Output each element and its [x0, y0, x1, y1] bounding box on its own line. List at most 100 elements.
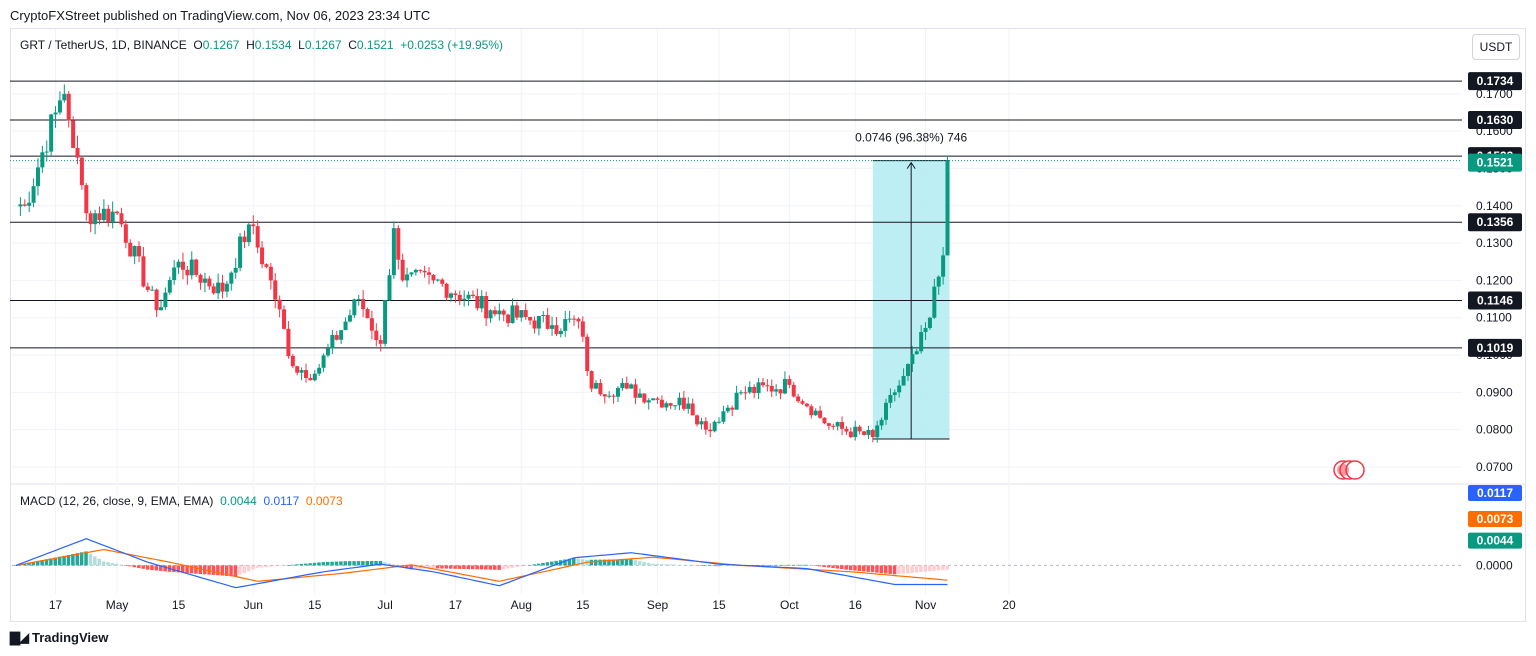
- candle-body[interactable]: [488, 310, 493, 319]
- candle-body[interactable]: [497, 310, 502, 315]
- candle-body[interactable]: [374, 330, 379, 341]
- candle-body[interactable]: [53, 112, 58, 115]
- candle-body[interactable]: [128, 242, 133, 257]
- candle-body[interactable]: [589, 371, 594, 389]
- candle-body[interactable]: [651, 398, 656, 401]
- candle-body[interactable]: [369, 318, 374, 331]
- candle-body[interactable]: [290, 355, 295, 367]
- candle-body[interactable]: [462, 298, 467, 301]
- tradingview-logo[interactable]: ▇◢ TradingView: [10, 630, 108, 646]
- candle-body[interactable]: [884, 402, 888, 420]
- candle-body[interactable]: [361, 299, 366, 310]
- candle-body[interactable]: [633, 384, 638, 398]
- candle-body[interactable]: [84, 185, 89, 214]
- candle-body[interactable]: [840, 422, 845, 429]
- candle-body[interactable]: [286, 328, 291, 356]
- candle-body[interactable]: [211, 286, 216, 294]
- candle-body[interactable]: [466, 294, 471, 299]
- candle-body[interactable]: [567, 318, 572, 320]
- macd-title[interactable]: MACD (12, 26, close, 9, EMA, EMA): [20, 494, 214, 508]
- candle-body[interactable]: [172, 267, 177, 281]
- candle-body[interactable]: [576, 318, 581, 322]
- candle-body[interactable]: [396, 228, 401, 260]
- candle-body[interactable]: [813, 410, 818, 416]
- candle-body[interactable]: [198, 274, 203, 283]
- candle-body[interactable]: [519, 310, 524, 318]
- candle-body[interactable]: [427, 272, 432, 275]
- candle-body[interactable]: [765, 385, 770, 387]
- candle-body[interactable]: [760, 382, 765, 386]
- candle-body[interactable]: [40, 152, 45, 168]
- candle-body[interactable]: [229, 272, 234, 284]
- candle-body[interactable]: [22, 204, 27, 206]
- candle-body[interactable]: [536, 316, 541, 329]
- candle-body[interactable]: [725, 407, 730, 412]
- candle-body[interactable]: [273, 280, 278, 300]
- candle-body[interactable]: [695, 415, 700, 425]
- candle-body[interactable]: [220, 282, 225, 292]
- candle-body[interactable]: [905, 364, 910, 376]
- candle-body[interactable]: [686, 403, 691, 409]
- candle-body[interactable]: [708, 429, 713, 432]
- candle-body[interactable]: [378, 340, 383, 344]
- candle-body[interactable]: [585, 336, 590, 372]
- candle-body[interactable]: [180, 261, 185, 270]
- candle-body[interactable]: [532, 320, 537, 329]
- candle-body[interactable]: [246, 224, 251, 243]
- candle-body[interactable]: [106, 208, 111, 223]
- candle-body[interactable]: [615, 387, 620, 397]
- candle-body[interactable]: [352, 299, 357, 316]
- candle-body[interactable]: [914, 351, 919, 355]
- currency-button[interactable]: USDT: [1472, 34, 1520, 60]
- candle-body[interactable]: [769, 385, 774, 392]
- candle-body[interactable]: [334, 335, 339, 340]
- candle-body[interactable]: [308, 378, 313, 381]
- candle-body[interactable]: [558, 330, 563, 335]
- candle-body[interactable]: [923, 327, 928, 333]
- candle-body[interactable]: [18, 204, 23, 207]
- candle-body[interactable]: [514, 305, 519, 318]
- candle-body[interactable]: [897, 385, 902, 393]
- candle-body[interactable]: [835, 422, 840, 427]
- candle-body[interactable]: [405, 274, 410, 281]
- candle-body[interactable]: [391, 228, 396, 276]
- candle-body[interactable]: [347, 315, 352, 322]
- candle-body[interactable]: [75, 147, 80, 158]
- candle-body[interactable]: [317, 367, 322, 374]
- candle-body[interactable]: [875, 425, 880, 438]
- candle-body[interactable]: [277, 299, 282, 310]
- candle-body[interactable]: [822, 417, 827, 424]
- candle-body[interactable]: [752, 386, 757, 394]
- candle-body[interactable]: [150, 289, 155, 291]
- candle-body[interactable]: [163, 292, 168, 308]
- candle-body[interactable]: [492, 310, 497, 315]
- candle-body[interactable]: [927, 317, 932, 328]
- candle-body[interactable]: [580, 321, 585, 337]
- candle-body[interactable]: [677, 397, 682, 406]
- candle-body[interactable]: [159, 307, 163, 311]
- candle-body[interactable]: [673, 405, 678, 407]
- candle-body[interactable]: [484, 296, 489, 319]
- candle-body[interactable]: [251, 224, 256, 227]
- candle-body[interactable]: [756, 382, 761, 394]
- candle-body[interactable]: [475, 295, 480, 309]
- candle-body[interactable]: [115, 211, 120, 214]
- candle-body[interactable]: [295, 366, 300, 373]
- candle-body[interactable]: [202, 278, 207, 283]
- candle-body[interactable]: [57, 100, 62, 113]
- candle-body[interactable]: [400, 259, 405, 281]
- candle-body[interactable]: [137, 245, 142, 257]
- candle-body[interactable]: [901, 375, 906, 386]
- candle-body[interactable]: [189, 259, 194, 276]
- candle-body[interactable]: [321, 355, 326, 368]
- candle-body[interactable]: [659, 399, 664, 408]
- candle-body[interactable]: [343, 321, 348, 331]
- candle-body[interactable]: [154, 289, 159, 311]
- candle-body[interactable]: [35, 167, 40, 187]
- candle-body[interactable]: [224, 283, 229, 292]
- candle-body[interactable]: [387, 275, 392, 301]
- symbol-name[interactable]: GRT / TetherUS, 1D, BINANCE: [20, 38, 187, 52]
- candle-body[interactable]: [409, 272, 414, 275]
- candle-body[interactable]: [413, 269, 418, 273]
